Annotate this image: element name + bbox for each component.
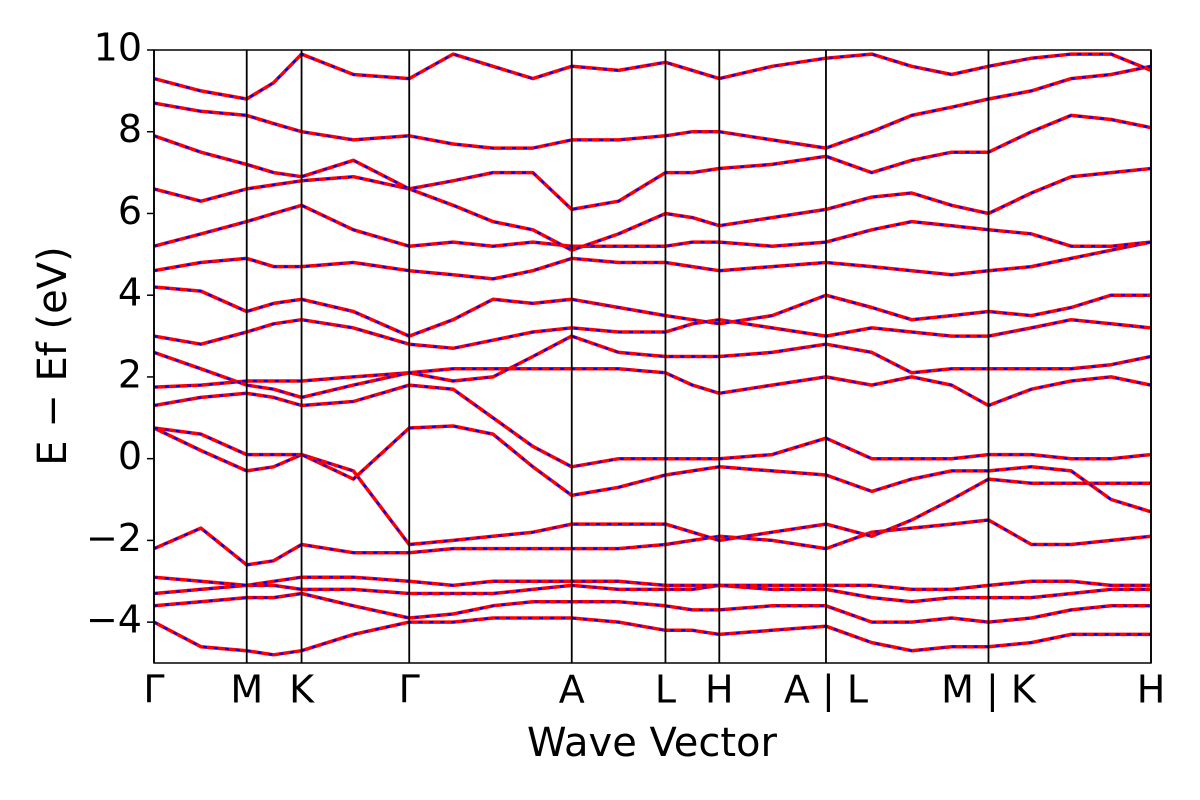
y-tick-label: 2	[118, 352, 142, 396]
x-tick-label: L	[655, 668, 676, 712]
band-line	[154, 285, 1151, 338]
band-line-dashed	[154, 114, 1151, 211]
band-line-dashed	[154, 318, 1151, 350]
y-tick-label: −4	[86, 598, 142, 642]
y-tick-label: 6	[118, 189, 142, 233]
band-line	[154, 367, 1151, 408]
band-line	[154, 518, 1151, 567]
band-line	[154, 334, 1151, 400]
x-tick-label: Γ	[143, 668, 164, 712]
band-line	[154, 64, 1151, 150]
band-line-dashed	[154, 204, 1151, 248]
band-line	[154, 203, 1151, 248]
x-tick-label: H	[1137, 668, 1166, 712]
x-tick-label: M | K	[941, 668, 1037, 713]
y-axis-label: E − Ef (eV)	[30, 246, 76, 465]
x-axis-label: Wave Vector	[527, 720, 778, 766]
band-line-dashed	[154, 616, 1151, 656]
band-line	[154, 424, 1151, 514]
bands	[154, 52, 1151, 657]
x-tick-label: A | L	[784, 668, 868, 713]
y-tick-label: 4	[118, 271, 142, 315]
band-line-dashed	[154, 334, 1151, 399]
y-tick-label: 8	[118, 107, 142, 151]
band-line	[154, 52, 1151, 101]
x-tick-label: H	[705, 668, 734, 712]
x-tick-label: M	[230, 668, 263, 712]
y-tick-label: 10	[94, 26, 142, 70]
band-line-dashed	[154, 52, 1151, 101]
y-tick-label: 0	[118, 434, 142, 478]
x-tick-label: Γ	[399, 668, 420, 712]
y-tick-label: −2	[86, 516, 142, 560]
x-tick-label: A	[559, 668, 585, 712]
x-tick-label: K	[289, 668, 315, 712]
band-line	[154, 113, 1151, 212]
